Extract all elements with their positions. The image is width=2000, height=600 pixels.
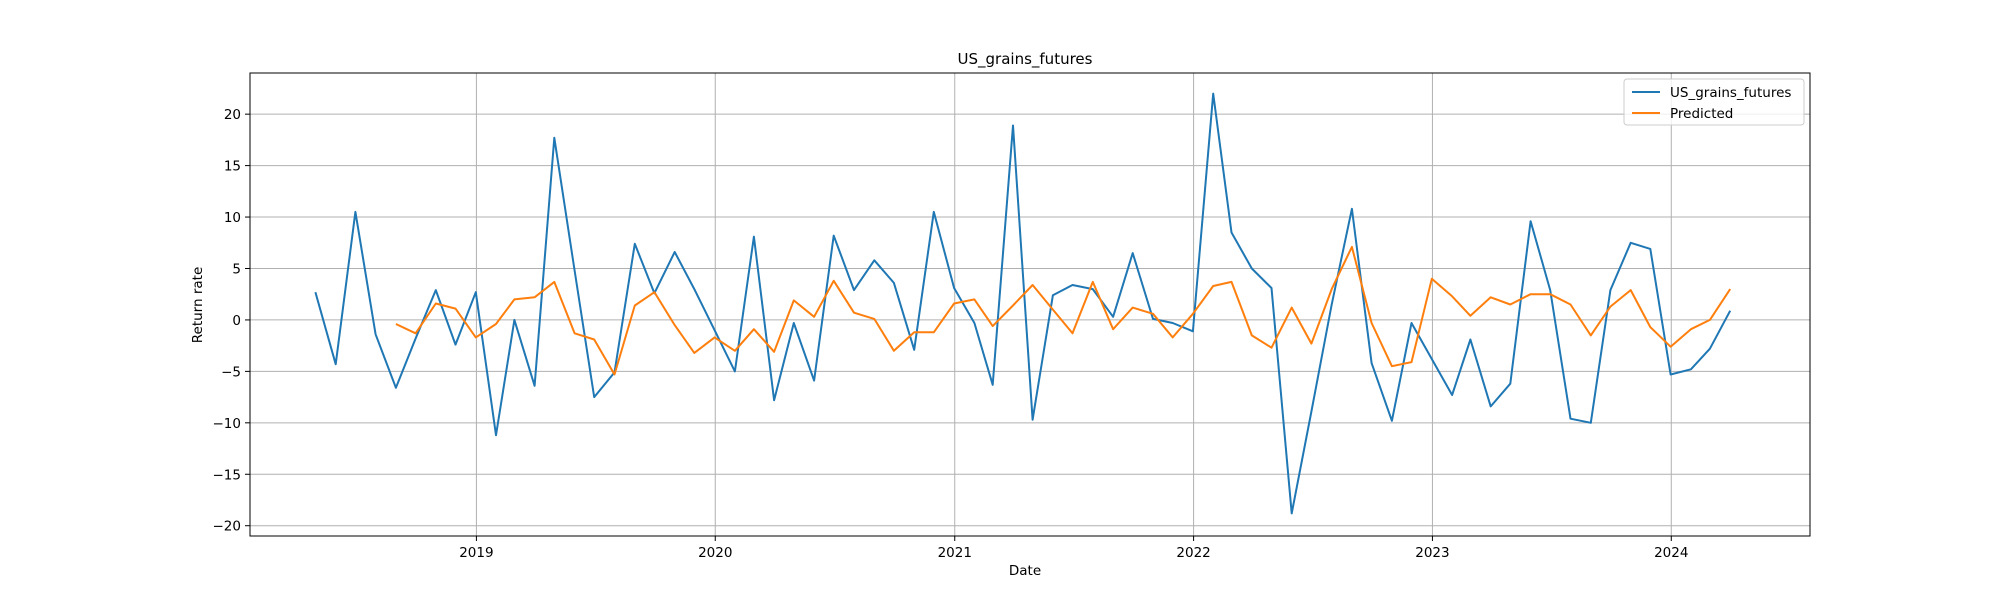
x-tick-label: 2023 [1415, 545, 1449, 561]
x-axis-label: Date [1009, 563, 1041, 579]
plot-frame [249, 72, 1811, 537]
legend-box [1623, 78, 1805, 126]
grid-lines [250, 73, 1810, 536]
x-tick-label: 2021 [938, 545, 972, 561]
x-tick-label: 2022 [1176, 545, 1210, 561]
x-tick-label: 2019 [459, 545, 493, 561]
y-tick-label: −10 [213, 416, 242, 432]
series-line [314, 92, 1732, 515]
y-tick-label: 20 [224, 107, 241, 123]
y-tick-label: 10 [224, 210, 241, 226]
legend: US_grains_futures Predicted [1623, 78, 1805, 126]
x-axis: 2019 2020 2021 2022 2023 2024 [459, 536, 1688, 561]
legend-label: US_grains_futures [1670, 85, 1791, 101]
x-tick-label: 2024 [1654, 545, 1688, 561]
x-tick-label: 2020 [698, 545, 732, 561]
y-tick-label: −15 [213, 467, 242, 483]
series-layer [314, 92, 1732, 515]
y-tick-label: 5 [232, 261, 241, 277]
y-tick-label: −20 [213, 519, 242, 535]
chart-title: US_grains_futures [958, 50, 1093, 69]
y-tick-label: 0 [232, 313, 241, 329]
series-Predicted [395, 245, 1732, 376]
y-axis-label: Return rate [190, 267, 206, 344]
y-tick-label: −5 [221, 364, 241, 380]
y-axis: −20 −15 −10 −5 0 5 10 15 20 [213, 107, 250, 535]
series-US_grains_futures [314, 92, 1732, 515]
legend-label: Predicted [1670, 106, 1733, 122]
y-tick-label: 15 [224, 159, 241, 175]
series-line [395, 245, 1732, 376]
